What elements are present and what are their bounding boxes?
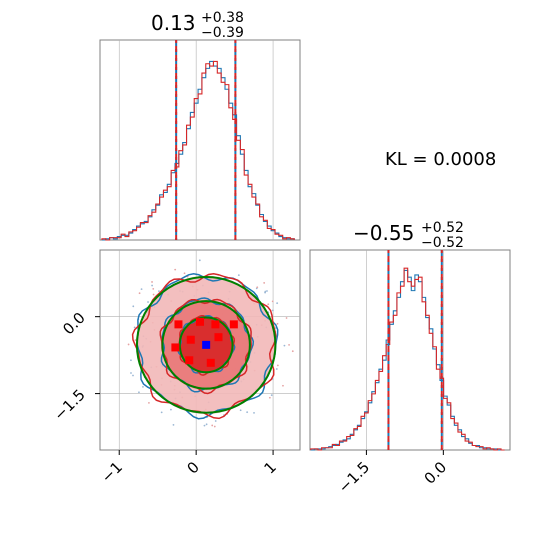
joint-draw-point [213,425,216,428]
joint-draw-point [183,272,186,275]
joint-draw-point [291,350,294,353]
joint-draw-point [268,396,271,399]
joint-gaussian-contour [135,276,277,414]
joint-draw-point [127,343,130,346]
joint-sample-marker [171,343,180,352]
joint-sample-marker [185,356,194,365]
joint-draw-point [170,408,172,411]
joint-draw-point [138,391,140,394]
joint-draw-point [152,293,155,296]
marginal-x2-frame [309,249,511,451]
joint-draw-point [246,411,249,414]
joint-draw-point [140,288,143,290]
marginal-x1-panel: 0.13 +0.38 −0.39 [99,10,301,241]
joint-draw-point [134,339,137,341]
joint-draw-point [271,300,274,303]
joint-true-marker [202,340,211,349]
joint-draw-point [282,384,284,387]
joint-panel [99,249,301,451]
joint-draw-point [160,411,163,414]
joint-sample-marker [229,320,238,329]
joint-contour-secondary [131,273,277,420]
joint-draw-point [270,394,273,397]
joint-draw-point [283,344,286,347]
joint-draw-point [172,423,175,426]
joint-draw-point [151,284,154,287]
marginal-x2-title-minus: −0.52 [421,235,464,251]
joint-sample-marker [206,358,215,367]
joint-draw-point [158,290,160,293]
marginal-x1-title-value: 0.13 [151,11,196,35]
joint-draw-point [288,344,290,346]
joint-draw-point [276,364,279,367]
x2-tick-label: 0.0 [421,458,451,488]
y-tick-label: −1.5 [50,386,88,424]
marginal-x1-quantiles [175,40,237,240]
marginal-x2-title-value: −0.55 [353,221,414,245]
joint-draw-point [211,424,214,427]
marginal-x2-grid [366,250,444,450]
marginal-x1-title-plus: +0.38 [201,10,244,26]
joint-draw-point [174,268,177,271]
joint-draw-point [256,286,259,289]
joint-draw-point [214,420,217,422]
joint-draw-point [276,302,279,305]
joint-draw-point [267,303,270,306]
joint-sample-marker [186,335,195,344]
marginal-x2-quantiles [387,250,443,450]
marginal-x1-frame [99,39,301,241]
x1-tick-label: 1 [260,458,279,477]
joint-draw-point [266,290,268,292]
joint-gaussian-contour [178,316,234,374]
joint-draw-point [130,372,132,374]
x2-tick-label: −1.5 [335,458,373,496]
joint-draw-point [198,259,201,262]
marginal-x1-series-primary [101,60,295,241]
joint-sample-marker [211,320,220,329]
joint-content [127,259,294,428]
joint-draw-point [132,305,135,308]
joint-draw-point [271,309,274,312]
joint-draw-point [130,359,132,362]
kl-annotation: KL = 0.0008 [385,149,496,170]
joint-sample-marker [174,320,183,329]
x1-tick-label: −1 [98,458,126,486]
joint-draw-point [147,301,149,303]
marginal-x2-series-primary [310,269,505,451]
joint-draw-point [276,322,279,325]
marginal-x1-grid [118,40,274,240]
y-tick-label: 0.0 [59,309,89,339]
joint-draw-point [148,401,150,404]
joint-gaussian-contour [161,300,251,390]
joint-frame [99,249,301,451]
marginal-x2-histograms [310,267,505,451]
joint-draw-point [205,423,208,426]
joint-sample-marker [214,333,223,342]
joint-sample-marker [196,317,204,326]
joint-draw-point [239,409,242,412]
joint-draw-point [275,368,278,370]
marginal-x1-histograms [101,60,295,241]
marginal-x2-panel: −0.55 +0.52 −0.52 [309,220,511,451]
joint-draw-point [138,292,141,295]
marginal-x1-series-secondary [101,60,295,241]
joint-draw-point [152,287,155,290]
marginal-x2-series-secondary [310,267,505,451]
joint-draw-point [263,282,266,284]
joint-draw-point [253,411,255,414]
joint-draw-point [132,374,134,377]
marginal-x2-title-plus: +0.52 [421,220,464,236]
joint-draw-point [264,291,266,294]
joint-draw-point [203,424,206,427]
x1-tick-label: 0 [184,458,203,477]
joint-draw-point [133,326,136,329]
joint-draw-point [151,281,153,283]
joint-draw-point [142,385,144,388]
joint-draw-point [285,317,288,319]
marginal-x1-title-minus: −0.39 [201,25,244,41]
joint-draw-point [237,274,240,277]
